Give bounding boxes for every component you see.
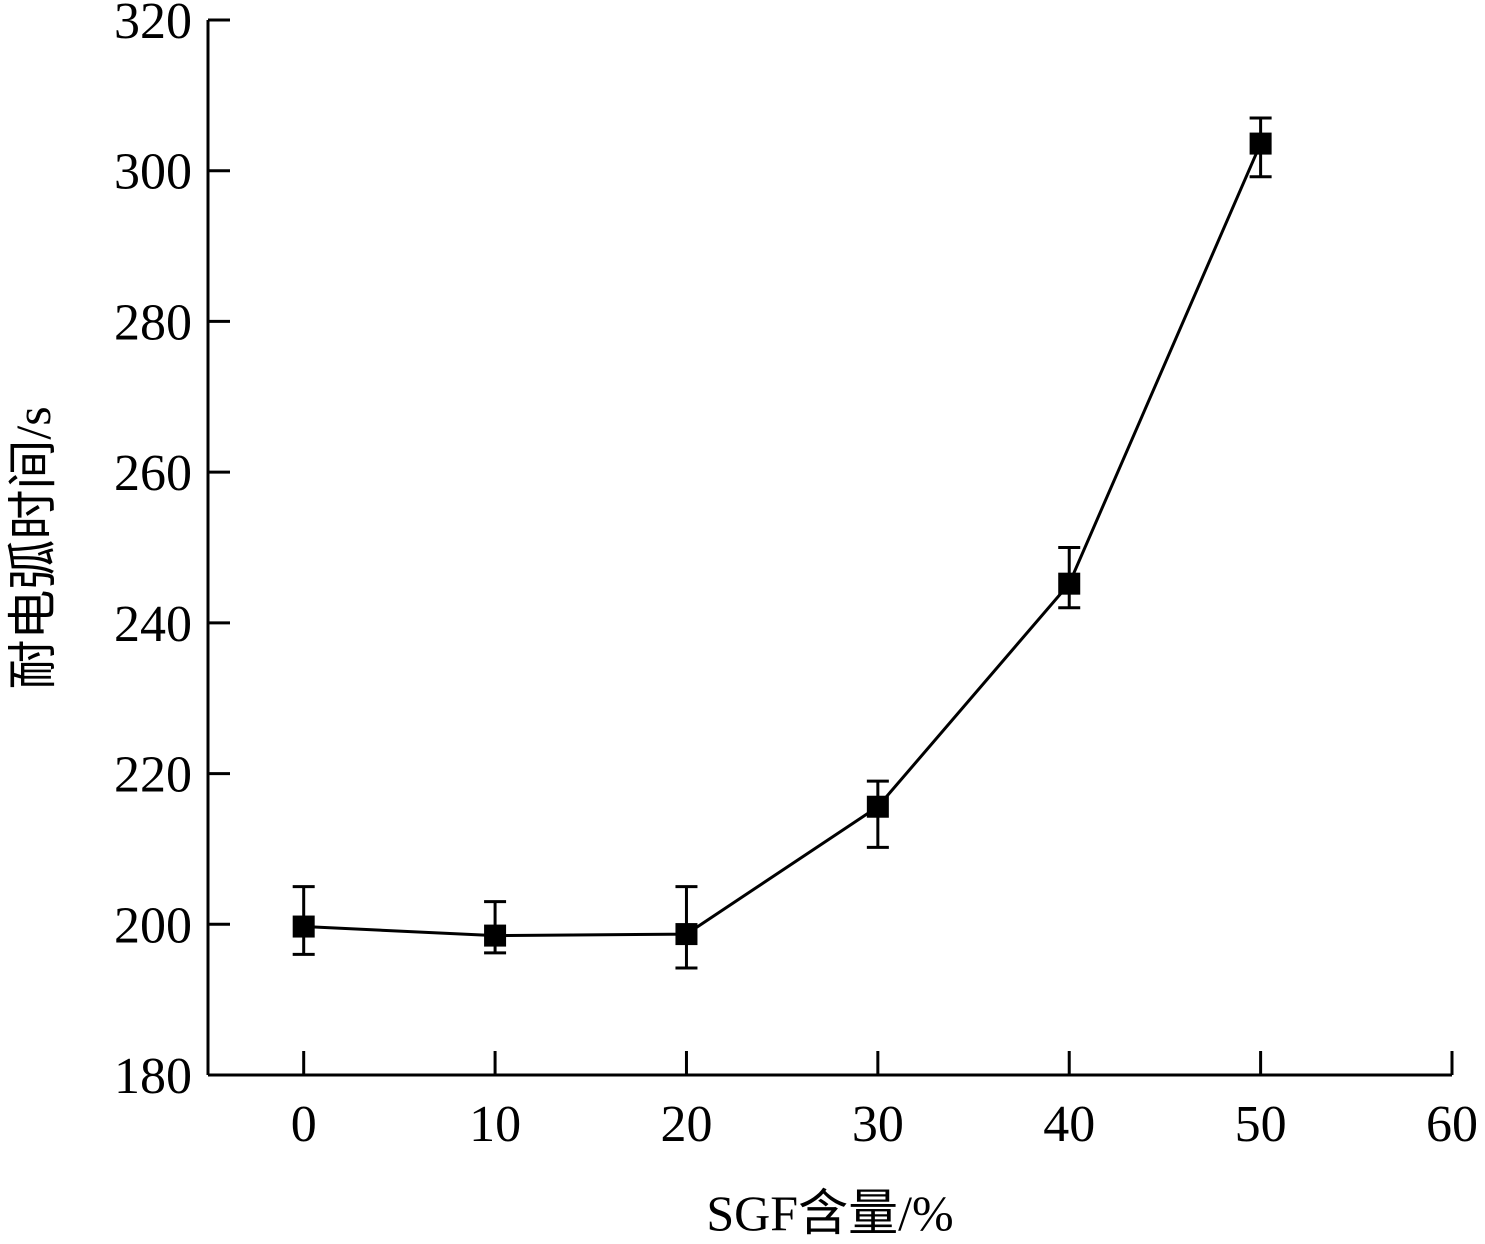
y-tick-label: 280 xyxy=(114,294,192,351)
x-tick-label: 0 xyxy=(291,1096,317,1153)
x-tick-label: 60 xyxy=(1426,1096,1478,1153)
data-point xyxy=(675,923,698,946)
y-tick-label: 260 xyxy=(114,445,192,502)
axes xyxy=(206,20,1452,1077)
data-point xyxy=(1249,132,1272,155)
ticks: 0 10 20 30 40 50 60 180 200 220 240 260 280 300 320 xyxy=(114,0,1478,1153)
y-tick-label: 220 xyxy=(114,747,192,804)
y-tick-label: 320 xyxy=(114,0,192,50)
x-axis-title: SGF含量/% xyxy=(706,1185,953,1239)
y-tick-label: 300 xyxy=(114,144,192,201)
data-point xyxy=(484,924,507,947)
series-line xyxy=(303,142,1262,938)
x-tick-label: 50 xyxy=(1235,1096,1287,1153)
x-tick-label: 40 xyxy=(1043,1096,1095,1153)
x-tick-label: 30 xyxy=(852,1096,904,1153)
y-tick-label: 200 xyxy=(114,897,192,954)
x-tick-label: 20 xyxy=(660,1096,712,1153)
x-tick-label: 10 xyxy=(469,1096,521,1153)
y-tick-label: 180 xyxy=(114,1048,192,1105)
data-point xyxy=(292,915,315,938)
y-tick-label: 240 xyxy=(114,596,192,653)
data-point xyxy=(1058,572,1081,595)
y-axis-title: 耐电弧时间/s xyxy=(5,406,61,689)
series xyxy=(292,116,1272,970)
data-point xyxy=(866,795,889,818)
